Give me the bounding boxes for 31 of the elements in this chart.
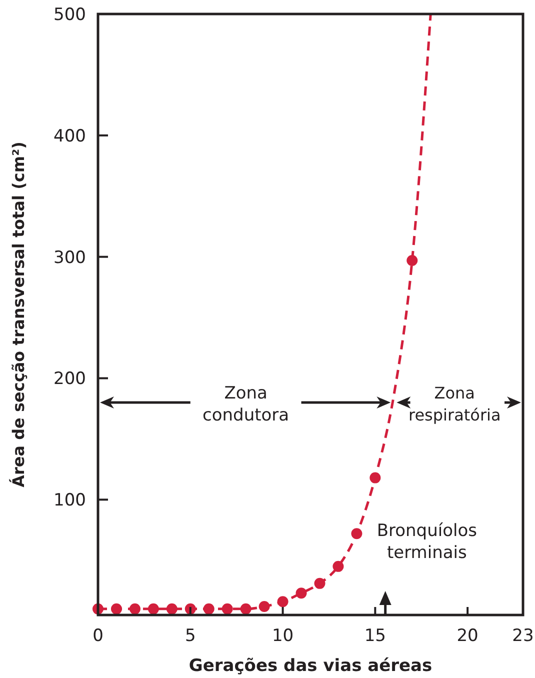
point [406,254,418,266]
point [258,601,270,612]
point [129,603,140,614]
point [351,528,362,540]
point [332,560,344,572]
y-tick-label: 400 [54,126,86,146]
point [166,603,178,614]
x-tick-label: 5 [184,626,196,646]
point [314,578,326,589]
annotation: Zona respiratória [408,384,501,425]
point [277,596,288,608]
y-tick-label: 500 [54,5,86,25]
point [370,472,381,484]
y-tick-label: 100 [54,490,86,511]
point [240,603,252,614]
x-tick-label: 0 [92,626,104,646]
point [110,603,122,614]
point [203,603,214,614]
y-tick-label: 300 [54,248,86,268]
x-axis-title: Gerações das vias aéreas [188,656,432,676]
x-tick-label: 20 [456,626,478,646]
point [296,588,307,599]
y-axis-title: Área de secção transversal total (cm²) [9,142,28,488]
y-tick-label: 200 [54,369,86,390]
point [148,603,159,614]
annotation: Zona condutora [202,384,290,426]
point [222,603,233,614]
x-tick-label: 15 [364,626,386,646]
x-tick-label: 23 [512,626,534,646]
x-tick-label: 10 [272,626,294,646]
annotation: Bronquíolos terminais [376,521,478,564]
